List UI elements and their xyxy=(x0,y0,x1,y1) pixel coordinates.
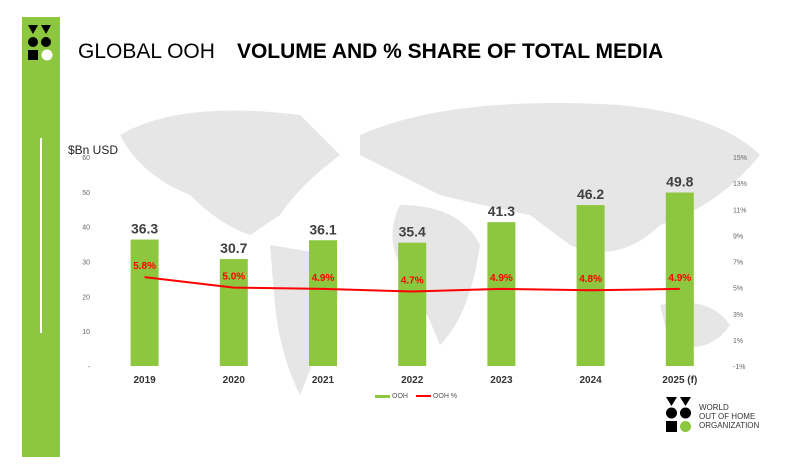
bar-ooh xyxy=(665,192,694,366)
y-tick-label: 60 xyxy=(82,155,90,162)
bar-ooh xyxy=(219,259,248,366)
y-axis-title: $Bn USD xyxy=(68,143,119,157)
org-name-line3: ORGANIZATION xyxy=(699,420,760,430)
x-tick-label: 2020 xyxy=(223,375,246,386)
line-value-label: 4.9% xyxy=(490,273,513,284)
chart-area: - 10 20 30 40 50 60 -1% 1% 3% 5% 7% 9% 11% 13% 15% 36.3 2… xyxy=(82,155,747,386)
y-tick-label: - xyxy=(88,364,91,371)
page-title: GLOBAL OOH VOLUME AND % SHARE OF TOTAL ME… xyxy=(78,40,664,63)
line-value-label: 5.8% xyxy=(133,261,156,272)
bar-value-label: 49.8 xyxy=(666,174,693,190)
y2-tick-label: 9% xyxy=(733,233,743,240)
y-tick-label: 10 xyxy=(82,329,90,336)
legend-item-ooh: OOH xyxy=(375,393,408,400)
bar-ooh xyxy=(398,242,427,366)
bar-ooh xyxy=(576,205,605,366)
y2-tick-label: 15% xyxy=(733,155,747,162)
bar-value-label: 41.3 xyxy=(488,203,515,219)
org-name-line1: WORLD xyxy=(699,402,729,412)
y-tick-label: 50 xyxy=(82,190,90,197)
wooo-footer-logo: WORLD OUT OF HOME ORGANIZATION xyxy=(665,396,759,436)
bar-ooh xyxy=(130,239,159,366)
sidebar-divider xyxy=(40,138,42,333)
y-tick-label: 30 xyxy=(82,260,90,267)
x-tick-label: 2025 (f) xyxy=(662,375,697,386)
y2-tick-label: 11% xyxy=(733,207,747,214)
y-tick-label: 40 xyxy=(82,225,90,232)
y2-tick-label: -1% xyxy=(733,364,745,371)
y2-tick-label: 5% xyxy=(733,286,743,293)
line-value-label: 4.8% xyxy=(579,274,602,285)
line-value-label: 4.9% xyxy=(312,273,335,284)
line-value-label: 4.7% xyxy=(401,276,424,287)
x-tick-label: 2021 xyxy=(312,375,335,386)
y2-tick-label: 1% xyxy=(733,338,743,345)
x-tick-label: 2019 xyxy=(133,375,156,386)
y2-tick-label: 7% xyxy=(733,260,743,267)
bar-ooh xyxy=(487,222,516,366)
y-tick-label: 20 xyxy=(82,294,90,301)
wooo-mark-icon xyxy=(666,397,691,432)
x-tick-label: 2024 xyxy=(579,375,602,386)
x-tick-label: 2022 xyxy=(401,375,424,386)
y2-tick-label: 13% xyxy=(733,181,747,188)
bar-value-label: 35.4 xyxy=(399,224,426,240)
legend: OOH OOH % xyxy=(375,393,457,400)
bar-value-label: 36.1 xyxy=(309,221,336,237)
x-tick-label: 2023 xyxy=(490,375,513,386)
bar-value-label: 36.3 xyxy=(131,221,158,237)
bar-value-label: 30.7 xyxy=(220,240,247,256)
bar-value-label: 46.2 xyxy=(577,186,604,202)
org-name-line2: OUT OF HOME xyxy=(699,411,756,421)
line-value-label: 5.0% xyxy=(222,272,245,283)
line-value-label: 4.9% xyxy=(668,273,691,284)
line-ooh-pct xyxy=(144,276,680,293)
bar-ooh xyxy=(309,240,337,366)
legend-item-ooh-pct: OOH % xyxy=(415,393,457,400)
wooo-logo-icon xyxy=(28,25,53,61)
y2-tick-label: 3% xyxy=(733,312,743,319)
